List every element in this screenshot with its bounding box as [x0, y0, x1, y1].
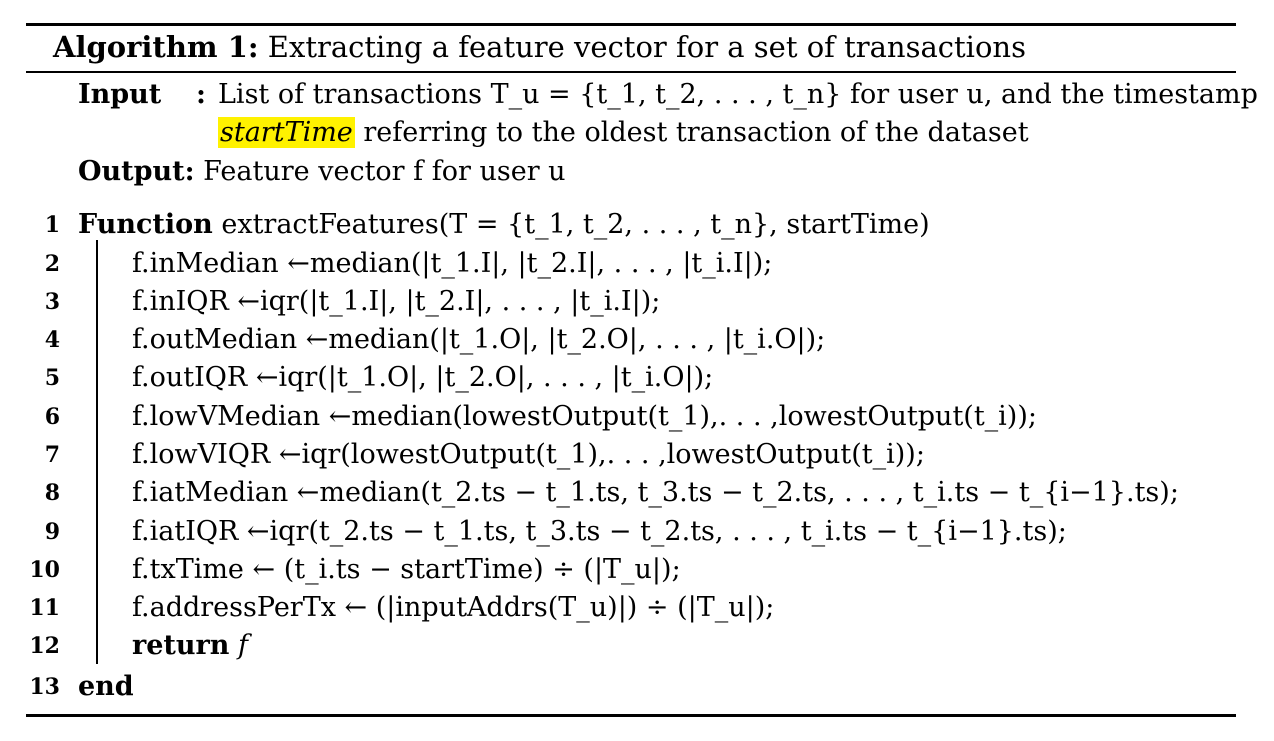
line-number: 1	[44, 212, 60, 238]
end-keyword: end	[78, 671, 134, 702]
input-line1: List of transactions T_u = {t_1, t_2, . …	[218, 79, 1258, 110]
algorithm-line: f.addressPerTx ← (|inputAddrs(T_u)|) ÷ (…	[132, 592, 775, 623]
line-number: 10	[29, 557, 60, 583]
line-number: 2	[44, 251, 60, 277]
line-number: 4	[44, 327, 60, 353]
line-number: 6	[44, 404, 60, 430]
line-number: 8	[44, 480, 60, 506]
line-number: 7	[44, 442, 60, 468]
line-number: 11	[29, 595, 60, 621]
input-line2-row: startTime referring to the oldest transa…	[218, 115, 1029, 151]
line-number: 3	[44, 289, 60, 315]
algorithm-line: f.inMedian ←median(|t_1.I|, |t_2.I|, . .…	[132, 248, 773, 279]
algorithm-line: return f	[132, 627, 248, 665]
line-number: 9	[44, 519, 60, 545]
caption-text: Extracting a feature vector for a set of…	[267, 30, 1026, 64]
start-time-highlight: startTime	[218, 117, 355, 148]
algorithm-line: Function extractFeatures(T = {t_1, t_2, …	[78, 206, 930, 244]
algorithm-line: f.iatIQR ←iqr(t_2.ts − t_1.ts, t_3.ts − …	[132, 516, 1067, 547]
algorithm-line: f.lowVMedian ←median(lowestOutput(t_1),.…	[132, 401, 1037, 432]
line-number: 13	[29, 674, 60, 700]
line-text: f	[237, 630, 248, 661]
bottom-rule	[26, 714, 1236, 717]
algorithm-line: f.txTime ← (t_i.ts − startTime) ÷ (|T_u|…	[132, 554, 681, 585]
algorithm-line: end	[78, 668, 134, 706]
input-label: Input	[78, 79, 162, 110]
line-number: 5	[44, 365, 60, 391]
top-rule	[26, 23, 1236, 26]
caption-rule	[26, 71, 1236, 73]
input-row: Input	[78, 77, 161, 113]
algorithm-line: f.outIQR ←iqr(|t_1.O|, |t_2.O|, . . . , …	[132, 362, 714, 393]
function-scope-bar	[96, 240, 98, 664]
line-number: 12	[29, 633, 60, 659]
algorithm-line: f.lowVIQR ←iqr(lowestOutput(t_1),. . . ,…	[132, 439, 925, 470]
input-line2: referring to the oldest transaction of t…	[363, 117, 1029, 148]
line-text: extractFeatures(T = {t_1, t_2, . . . , t…	[221, 209, 930, 240]
caption-label: Algorithm 1:	[53, 30, 259, 64]
algorithm-line: f.outMedian ←median(|t_1.O|, |t_2.O|, . …	[132, 324, 826, 355]
output-row: Output: Feature vector f for user u	[78, 154, 566, 190]
algorithm-line: f.iatMedian ←median(t_2.ts − t_1.ts, t_3…	[132, 477, 1179, 508]
output-text: Feature vector f for user u	[203, 156, 566, 187]
input-sep: :	[196, 79, 206, 110]
function-keyword: Function	[78, 209, 213, 240]
output-label: Output:	[78, 156, 195, 187]
algorithm-line: f.inIQR ←iqr(|t_1.I|, |t_2.I|, . . . , |…	[132, 286, 661, 317]
algorithm-caption: Algorithm 1: Extracting a feature vector…	[53, 28, 1026, 66]
return-keyword: return	[132, 630, 230, 661]
